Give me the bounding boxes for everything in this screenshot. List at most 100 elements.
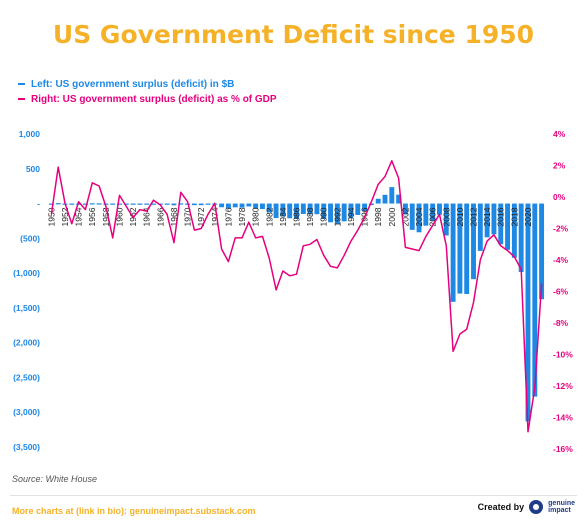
x-axis-tick: 2002 [400, 207, 410, 226]
x-axis-tick: 1990 [319, 207, 329, 226]
deficit-bar [117, 203, 122, 205]
deficit-bar [368, 203, 374, 206]
deficit-bar [280, 203, 286, 217]
deficit-bar [443, 203, 449, 236]
deficit-bar [532, 203, 538, 397]
deficit-bar [191, 203, 197, 206]
deficit-bar [396, 194, 402, 204]
deficit-bar [328, 203, 333, 223]
deficit-bar [266, 203, 272, 213]
x-axis-tick: 1954 [74, 207, 84, 226]
deficit-bar [314, 203, 320, 215]
deficit-bar [409, 203, 415, 230]
x-axis-tick: 2018 [509, 207, 519, 226]
right-axis-tick: 0% [553, 192, 566, 202]
deficit-bar [69, 203, 75, 205]
deficit-bar [225, 203, 231, 209]
deficit-bar [525, 203, 531, 422]
deficit-bar [137, 203, 143, 205]
x-axis-tick: 1958 [101, 207, 111, 226]
right-axis-tick: -6% [553, 287, 569, 297]
deficit-bar [334, 203, 340, 224]
deficit-bar [457, 203, 463, 294]
deficit-bar [300, 203, 306, 214]
deficit-bar [239, 203, 245, 208]
x-axis-tick: 1960 [114, 207, 124, 226]
x-axis-tick: 1982 [264, 207, 274, 226]
x-axis-tick: 1988 [305, 207, 315, 226]
deficit-bar [382, 194, 388, 204]
x-axis-tick: 1980 [251, 207, 261, 226]
right-axis-tick: -10% [553, 350, 573, 360]
deficit-bar [130, 203, 136, 205]
deficit-bar [416, 203, 422, 233]
created-by-label: Created by [477, 502, 525, 512]
deficit-bar [294, 203, 299, 219]
deficit-bar [273, 203, 279, 219]
left-axis-tick: - [37, 199, 40, 209]
x-axis-tick: 2008 [441, 207, 451, 226]
deficit-bar [348, 203, 354, 218]
deficit-bar [205, 203, 211, 205]
legend-bar-swatch [18, 83, 25, 86]
deficit-bar [287, 203, 293, 219]
x-axis-tick: 1984 [278, 207, 288, 226]
left-axis-tick: (1,500) [13, 303, 40, 313]
x-axis-tick: 1952 [60, 207, 70, 226]
right-axis-tick: -2% [553, 224, 569, 234]
deficit-bar [362, 203, 368, 211]
deficit-bar [375, 198, 381, 204]
left-axis-tick: (1,000) [13, 268, 40, 278]
right-axis-tick: -4% [553, 255, 569, 265]
x-axis-tick: 2000 [387, 207, 397, 226]
deficit-bar [151, 203, 156, 205]
x-axis-tick: 1950 [46, 207, 56, 226]
left-axis-tick: (2,500) [13, 372, 40, 382]
genuine-impact-logo-icon [529, 500, 544, 514]
x-axis-tick: 2004 [414, 207, 424, 226]
x-axis-tick: 1966 [155, 207, 165, 226]
chart-title: US Government Deficit since 1950 [52, 20, 535, 49]
footer-divider [10, 495, 577, 496]
deficit-bar [491, 203, 497, 235]
brand-name: genuine impact [548, 500, 575, 514]
source-note: Source: White House [12, 474, 98, 484]
deficit-bar [518, 203, 524, 272]
right-axis-tick: 2% [553, 161, 566, 171]
deficit-bar [505, 203, 511, 250]
x-axis-tick: 1986 [292, 207, 302, 226]
deficit-bar [246, 203, 252, 207]
deficit-bar [450, 203, 456, 302]
x-axis-tick: 1970 [183, 207, 193, 226]
deficit-bar [321, 203, 327, 219]
deficit-bar [55, 203, 61, 205]
x-axis-tick: 1994 [346, 207, 356, 226]
deficit-bar [260, 203, 265, 210]
x-axis-tick: 1998 [373, 207, 383, 226]
deficit-bar [171, 203, 177, 206]
deficit-bar [96, 203, 102, 205]
x-axis-tick: 2010 [455, 207, 465, 226]
deficit-bar [219, 203, 225, 208]
right-axis-tick: -12% [553, 381, 573, 391]
x-axis-tick: 1964 [142, 207, 152, 226]
x-axis-tick: 2006 [428, 207, 438, 226]
deficit-bar [437, 203, 442, 215]
deficit-bar [307, 203, 313, 215]
right-axis-tick: 4% [553, 129, 566, 139]
deficit-bar [484, 203, 490, 238]
more-charts-link[interactable]: More charts at (link in bio): genuineimp… [12, 506, 256, 516]
legend-left-label: Left: US government surplus (deficit) in… [31, 79, 235, 90]
x-axis-tick: 1968 [169, 207, 179, 226]
left-axis-tick: (3,000) [13, 407, 40, 417]
deficit-bar [423, 203, 429, 226]
x-axis-tick: 1992 [332, 207, 342, 226]
deficit-bar [511, 203, 517, 258]
left-axis-tick: 500 [26, 164, 40, 174]
deficit-bar [402, 203, 408, 215]
deficit-bar [48, 203, 54, 205]
legend-line-swatch [18, 98, 25, 101]
deficit-bar [232, 203, 238, 208]
x-axis-tick: 2016 [496, 207, 506, 226]
